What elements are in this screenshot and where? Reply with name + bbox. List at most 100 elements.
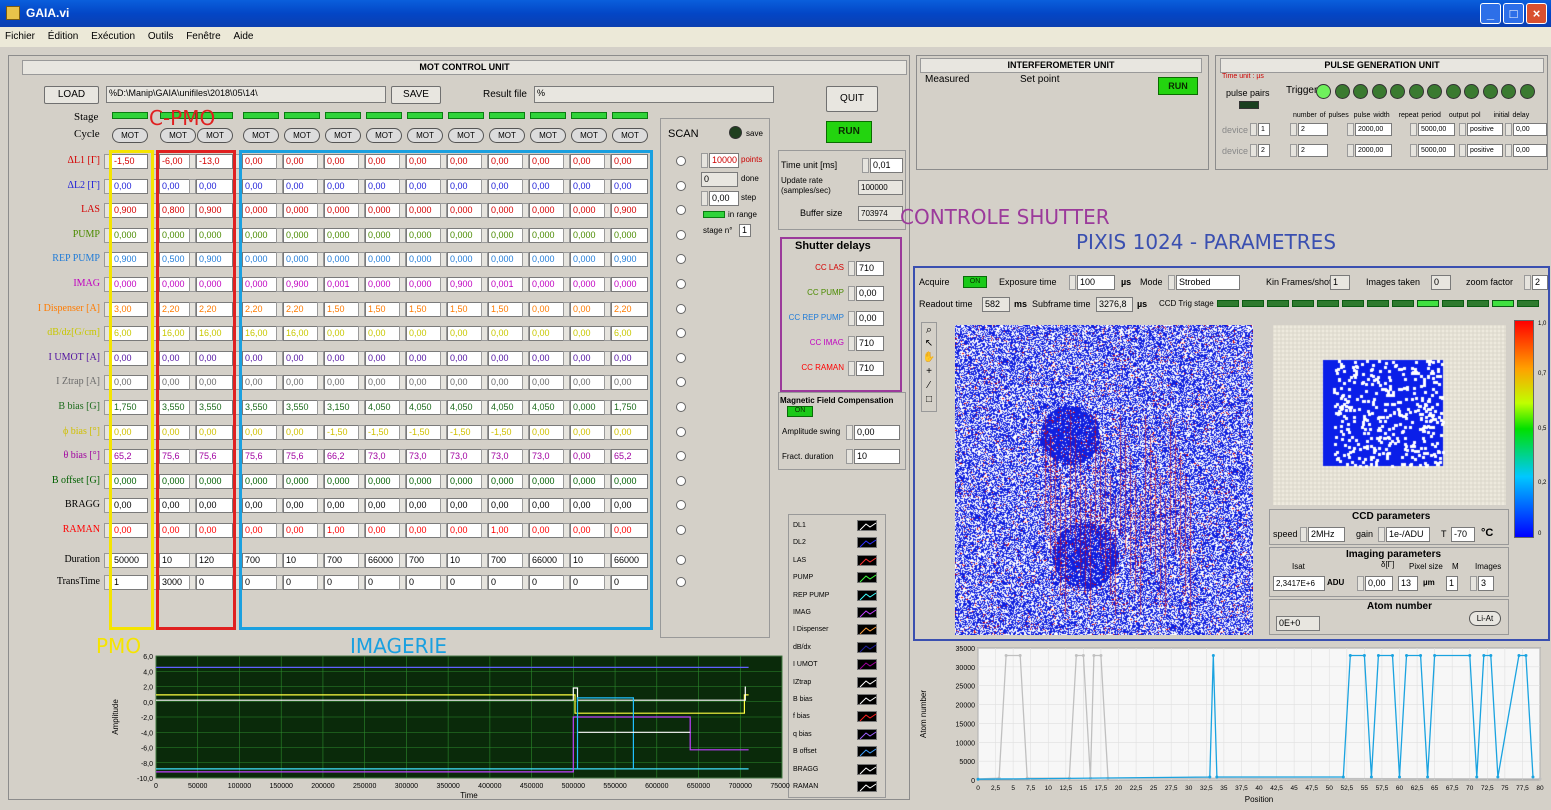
cell-spinner[interactable] [189,326,196,342]
cell-value[interactable]: 0,000 [111,277,148,292]
sequence-cell[interactable]: 10 [276,553,320,568]
fract-duration-spin[interactable] [846,449,853,464]
cell-spinner[interactable] [317,498,324,514]
cell-spinner[interactable] [522,375,529,391]
shutter-spin[interactable] [848,311,855,326]
cell-spinner[interactable] [276,449,283,465]
images-field[interactable]: 3 [1478,576,1494,591]
sequence-cell[interactable]: 0,000 [440,252,484,268]
sequence-cell[interactable]: 0,000 [563,203,607,219]
sequence-cell[interactable]: 0,00 [563,498,607,514]
cell-value[interactable]: 0,00 [196,178,233,194]
cell-spinner[interactable] [604,400,611,415]
scan-row-radio[interactable] [676,555,686,565]
legend-swatch[interactable] [857,624,877,636]
cell-value[interactable]: 1,00 [324,523,361,538]
cell-spinner[interactable] [481,375,488,391]
cycle-mot-button[interactable]: MOT [197,128,233,143]
cell-value[interactable]: 120 [196,553,233,568]
sequence-cell[interactable]: 1,50 [358,301,402,317]
sequence-cell[interactable]: 0,000 [104,227,148,243]
cell-spinner[interactable] [563,575,570,590]
exposure-spin[interactable] [1069,275,1076,290]
menu-aide[interactable]: Aide [233,31,254,42]
device-pol-spin[interactable] [1459,123,1466,136]
step-spin[interactable] [701,191,708,206]
sequence-cell[interactable]: 0,00 [399,178,443,194]
cell-value[interactable]: 0,000 [488,227,525,243]
cell-spinner[interactable] [399,575,406,590]
cell-spinner[interactable] [317,424,324,440]
cell-spinner[interactable] [481,473,488,489]
minimize-button[interactable]: _ [1480,3,1501,24]
cell-spinner[interactable] [189,449,196,465]
sequence-cell[interactable]: 0,000 [440,227,484,243]
sequence-cell[interactable]: 1,750 [104,400,148,415]
sequence-cell[interactable]: -6,00 [152,154,196,169]
cell-spinner[interactable] [317,449,324,465]
sequence-cell[interactable]: 4,050 [358,400,402,415]
sequence-cell[interactable]: 0,00 [440,350,484,366]
cell-spinner[interactable] [189,227,196,243]
cell-spinner[interactable] [317,350,324,366]
cell-value[interactable]: 3000 [159,575,196,590]
cell-spinner[interactable] [563,523,570,538]
sequence-cell[interactable]: 0,00 [358,498,402,514]
cell-spinner[interactable] [481,277,488,292]
cell-value[interactable]: 0,00 [611,375,648,391]
sequence-cell[interactable]: 1,50 [481,301,525,317]
sequence-cell[interactable]: 0,00 [399,498,443,514]
sequence-cell[interactable]: 0 [317,575,361,590]
sequence-cell[interactable]: 0,00 [189,375,233,391]
cell-value[interactable]: 0,000 [488,473,525,489]
sequence-cell[interactable]: 0,000 [399,252,443,268]
sequence-cell[interactable]: 0,00 [317,178,361,194]
sequence-cell[interactable]: 0,00 [235,154,279,169]
save-led[interactable] [729,126,742,139]
cell-spinner[interactable] [481,154,488,169]
sequence-cell[interactable]: -1,50 [358,424,402,440]
sequence-cell[interactable]: 0,00 [604,350,648,366]
device-w-field[interactable]: 2000,00 [1355,123,1392,136]
sequence-cell[interactable]: 0,000 [358,252,402,268]
cell-spinner[interactable] [440,523,447,538]
cycle-mot-button[interactable]: MOT [530,128,566,143]
cell-value[interactable]: 0,00 [111,523,148,538]
cell-value[interactable]: 0,000 [611,227,648,243]
cell-spinner[interactable] [481,498,488,514]
sequence-cell[interactable]: 0,00 [604,424,648,440]
sequence-cell[interactable]: 2,20 [189,301,233,317]
cell-spinner[interactable] [440,326,447,342]
cell-spinner[interactable] [189,523,196,538]
cell-spinner[interactable] [317,575,324,590]
points-spin[interactable] [701,153,708,168]
zoom-spin[interactable] [1524,275,1531,290]
cell-spinner[interactable] [317,178,324,194]
sequence-cell[interactable]: 1,750 [604,400,648,415]
sequence-cell[interactable]: 73,0 [522,449,566,465]
cell-value[interactable]: 0,00 [365,350,402,366]
cell-spinner[interactable] [604,203,611,219]
sequence-cell[interactable]: 0,00 [358,154,402,169]
device-num-field[interactable]: 1 [1258,123,1270,136]
sequence-cell[interactable]: 0,00 [276,523,320,538]
sequence-cell[interactable]: 0 [440,575,484,590]
cell-value[interactable]: -6,00 [159,154,196,169]
cell-spinner[interactable] [522,575,529,590]
cell-value[interactable]: 75,6 [196,449,233,465]
cell-spinner[interactable] [563,473,570,489]
cell-spinner[interactable] [563,203,570,219]
cell-spinner[interactable] [440,449,447,465]
cell-value[interactable]: 3,550 [196,400,233,415]
delta-spin[interactable] [1357,576,1364,591]
sequence-cell[interactable]: 0,00 [604,498,648,514]
sequence-cell[interactable]: 0,000 [189,277,233,292]
cell-spinner[interactable] [604,553,611,568]
cell-spinner[interactable] [563,227,570,243]
cell-spinner[interactable] [522,301,529,317]
cell-spinner[interactable] [358,473,365,489]
cell-spinner[interactable] [399,326,406,342]
cell-spinner[interactable] [317,523,324,538]
cell-spinner[interactable] [399,375,406,391]
cell-value[interactable]: 0,00 [111,375,148,391]
